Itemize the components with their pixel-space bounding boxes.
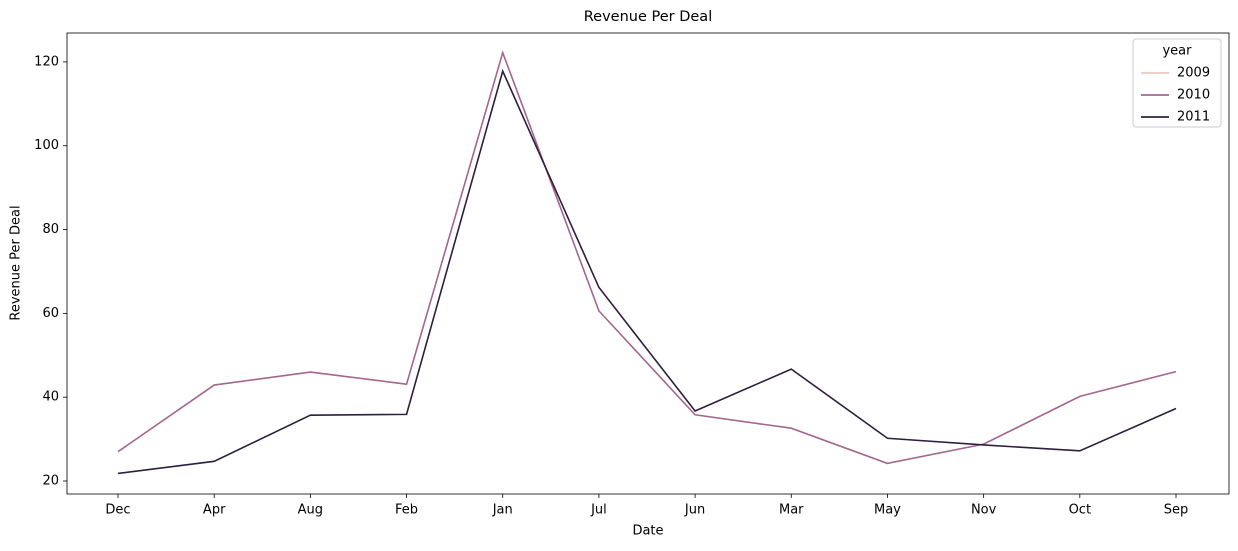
plot-frame [66, 32, 1230, 495]
y-tick-label: 60 [42, 306, 59, 321]
y-tick-label: 20 [42, 474, 59, 489]
x-tick-label: Aug [298, 503, 323, 518]
y-axis-label: Revenue Per Deal [9, 205, 24, 320]
legend-box [1132, 38, 1222, 128]
line-series [117, 50, 1177, 465]
legend-label: 2011 [1177, 110, 1210, 125]
x-tick-label: Feb [395, 503, 418, 518]
line-series [117, 68, 1177, 475]
x-tick-label: Dec [105, 503, 130, 518]
legend-label: 2009 [1177, 66, 1210, 81]
x-axis-label: Date [632, 524, 663, 539]
x-tick-label: Jul [590, 503, 607, 518]
x-tick-label: Nov [971, 503, 997, 518]
y-tick-label: 120 [34, 54, 59, 69]
x-tick-label: Apr [203, 503, 226, 518]
x-tick-label: Mar [779, 503, 804, 518]
chart-title: Revenue Per Deal [584, 9, 712, 25]
y-tick-label: 100 [34, 138, 59, 153]
legend-title: year [1162, 44, 1192, 59]
y-tick-label: 80 [42, 222, 59, 237]
x-tick-label: Sep [1164, 503, 1189, 518]
x-tick-label: May [874, 503, 901, 518]
y-tick-label: 40 [42, 390, 59, 405]
x-tick-label: Jun [684, 503, 705, 518]
x-tick-label: Oct [1069, 503, 1091, 518]
x-tick-label: Jan [492, 503, 513, 518]
legend-label: 2010 [1177, 88, 1210, 103]
